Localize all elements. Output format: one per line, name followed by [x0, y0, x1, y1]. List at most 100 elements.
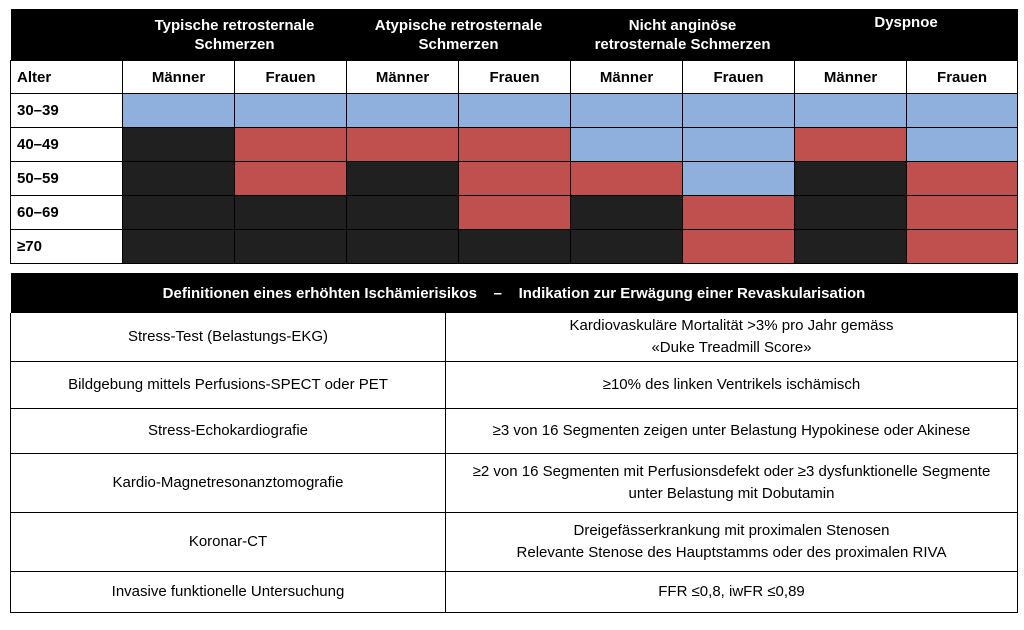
definition-row: Stress-Test (Belastungs-EKG) Kardiovaskul… [10, 313, 1018, 362]
risk-matrix-table: Typische retrosternale Schmerzen Atypisc… [10, 9, 1019, 264]
test-name: Kardio-Magnetresonanztomografie [10, 453, 446, 513]
risk-cell-red [906, 161, 1019, 196]
criteria-line: ≥3 von 16 Segmenten zeigen unter Belastu… [492, 421, 971, 439]
criteria-cell: Kardiovaskuläre Mortalität >3% pro Jahr … [445, 313, 1018, 362]
risk-cell-red [906, 195, 1019, 230]
test-name: Koronar-CT [10, 512, 446, 572]
test-name: Bildgebung mittels Perfusions-SPECT oder… [10, 361, 446, 409]
definition-row: Koronar-CT Dreigefässerkrankung mit proxi… [10, 512, 1018, 572]
definition-row: Bildgebung mittels Perfusions-SPECT oder… [10, 361, 1018, 409]
header-corner [10, 9, 123, 61]
criteria-cell: ≥10% des linken Ventrikels ischämisch [445, 361, 1018, 409]
risk-cell-red [458, 195, 572, 230]
column-header-non-anginal: Nicht anginöse retrosternale Schmerzen [570, 9, 795, 61]
risk-cell-black [346, 195, 460, 230]
age-label: 60–69 [10, 195, 123, 230]
risk-cell-blue [458, 93, 572, 128]
age-row: 60–69 [10, 195, 1019, 230]
criteria-line: ≥2 von 16 Segmenten mit Perfusionsdefekt… [472, 462, 991, 480]
risk-cell-blue [346, 93, 460, 128]
column-header-line: Schmerzen [194, 35, 275, 53]
sex-label: Männer [346, 60, 460, 94]
risk-cell-black [233, 229, 348, 264]
risk-cell-red [794, 127, 908, 162]
risk-cell-red [458, 161, 572, 196]
sex-header-row: Alter Männer Frauen Männer Frauen Männer… [10, 60, 1019, 94]
criteria-line: FFR ≤0,8, iwFR ≤0,89 [658, 582, 805, 600]
criteria-line: Relevante Stenose des Hauptstamms oder d… [516, 543, 947, 561]
column-header-dyspnea: Dyspnoe [794, 9, 1018, 61]
definition-row: Stress-Echokardiografie ≥3 von 16 Segment… [10, 408, 1018, 454]
column-header-line: Nicht anginöse [628, 16, 737, 34]
risk-cell-black [122, 161, 235, 196]
age-row: 50–59 [10, 161, 1019, 196]
age-row: 30–39 [10, 93, 1019, 128]
test-name: Stress-Test (Belastungs-EKG) [10, 313, 446, 362]
criteria-cell: Dreigefässerkrankung mit proximalen Sten… [445, 512, 1018, 572]
risk-cell-red [233, 127, 348, 162]
risk-cell-black [346, 229, 460, 264]
column-header-line: Typische retrosternale [154, 16, 315, 34]
risk-cell-black [122, 127, 235, 162]
risk-cell-blue [682, 93, 796, 128]
age-row: ≥70 [10, 229, 1019, 264]
column-header-line: retrosternale Schmerzen [594, 35, 771, 53]
risk-cell-black [794, 161, 908, 196]
risk-cell-black [122, 229, 235, 264]
risk-cell-black [346, 161, 460, 196]
definition-row: Invasive funktionelle Untersuchung FFR ≤0… [10, 571, 1018, 613]
column-header-typical: Typische retrosternale Schmerzen [122, 9, 347, 61]
test-name: Invasive funktionelle Untersuchung [10, 571, 446, 613]
sex-label: Männer [570, 60, 684, 94]
age-label: 40–49 [10, 127, 123, 162]
criteria-cell: FFR ≤0,8, iwFR ≤0,89 [445, 571, 1018, 613]
risk-cell-red [682, 195, 796, 230]
column-header-line: Schmerzen [418, 35, 499, 53]
risk-cell-blue [682, 161, 796, 196]
risk-cell-red [346, 127, 460, 162]
risk-cell-blue [570, 127, 684, 162]
risk-cell-blue [233, 93, 348, 128]
age-row: 40–49 [10, 127, 1019, 162]
column-header-line: Dyspnoe [874, 14, 938, 31]
criteria-line: unter Belastung mit Dobutamin [628, 484, 835, 502]
risk-cell-black [458, 229, 572, 264]
risk-cell-blue [906, 93, 1019, 128]
sex-label: Frauen [458, 60, 572, 94]
risk-cell-red [233, 161, 348, 196]
sex-label: Männer [794, 60, 908, 94]
sex-label: Frauen [233, 60, 348, 94]
criteria-line: «Duke Treadmill Score» [651, 338, 812, 356]
age-label: 30–39 [10, 93, 123, 128]
column-header-line: Atypische retrosternale [374, 16, 543, 34]
risk-cell-blue [794, 93, 908, 128]
risk-cell-blue [122, 93, 235, 128]
sex-label: Männer [122, 60, 235, 94]
risk-cell-black [122, 195, 235, 230]
sex-label: Frauen [682, 60, 796, 94]
risk-cell-black [794, 195, 908, 230]
sex-label: Frauen [906, 60, 1019, 94]
criteria-cell: ≥3 von 16 Segmenten zeigen unter Belastu… [445, 408, 1018, 454]
risk-cell-blue [682, 127, 796, 162]
risk-cell-black [570, 195, 684, 230]
age-label: ≥70 [10, 229, 123, 264]
risk-cell-black [233, 195, 348, 230]
risk-cell-black [570, 229, 684, 264]
risk-cell-red [458, 127, 572, 162]
criteria-line: ≥10% des linken Ventrikels ischämisch [602, 375, 861, 393]
risk-cell-blue [906, 127, 1019, 162]
definitions-header-row: Definitionen eines erhöhten Ischämierisi… [10, 273, 1018, 313]
risk-cell-red [570, 161, 684, 196]
age-label: 50–59 [10, 161, 123, 196]
column-header-atypical: Atypische retrosternale Schmerzen [346, 9, 571, 61]
criteria-cell: ≥2 von 16 Segmenten mit Perfusionsdefekt… [445, 453, 1018, 513]
criteria-line: Dreigefässerkrankung mit proximalen Sten… [573, 521, 890, 539]
definitions-table: Definitionen eines erhöhten Ischämierisi… [10, 273, 1018, 613]
definitions-header: Definitionen eines erhöhten Ischämierisi… [10, 273, 1018, 313]
risk-cell-red [682, 229, 796, 264]
age-header: Alter [10, 60, 123, 94]
risk-cell-blue [570, 93, 684, 128]
test-name: Stress-Echokardiografie [10, 408, 446, 454]
criteria-line: Kardiovaskuläre Mortalität >3% pro Jahr … [569, 316, 894, 334]
